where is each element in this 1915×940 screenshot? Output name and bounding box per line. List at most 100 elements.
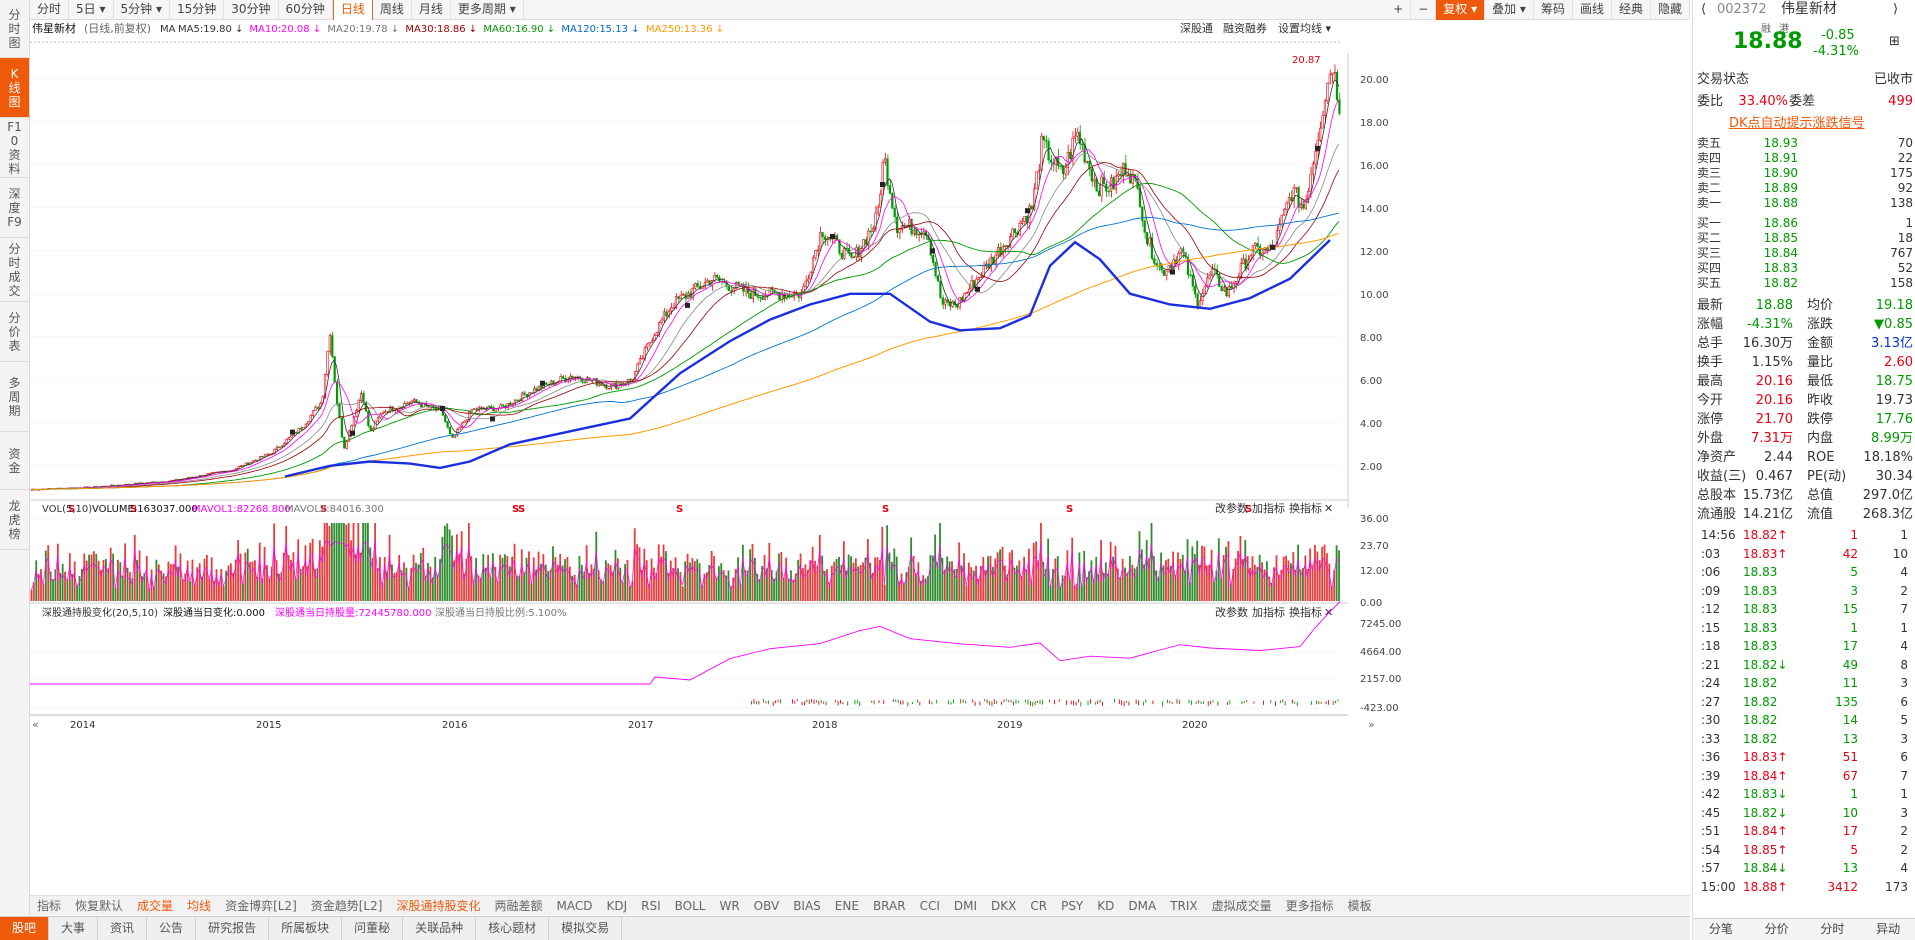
period-tab-4[interactable]: 30分钟 — [224, 0, 279, 20]
bottom-tab-8[interactable]: 核心题材 — [476, 917, 550, 940]
vol-bar — [1145, 539, 1148, 601]
hk-btn-2[interactable]: 换指标 — [1289, 605, 1322, 619]
toolbar-btn-3[interactable]: 叠加 ▾ — [1485, 0, 1534, 20]
indicator-tab-22[interactable]: KD — [1097, 898, 1115, 913]
indicator-tab-9[interactable]: KDJ — [606, 898, 628, 913]
indicator-tab-3[interactable]: 均线 — [187, 899, 212, 913]
indicator-tab-17[interactable]: CCI — [919, 898, 940, 913]
indicator-tab-2[interactable]: 成交量 — [137, 899, 174, 913]
left-nav-item-1[interactable]: K线图 — [0, 58, 29, 118]
left-nav-item-5[interactable]: 分价表 — [0, 302, 29, 362]
indicator-tab-5[interactable]: 资金趋势[L2] — [310, 899, 383, 913]
vol-btn-2[interactable]: 换指标 — [1289, 501, 1322, 515]
left-nav-item-0[interactable]: 分时图 — [0, 0, 29, 58]
period-tab-3[interactable]: 15分钟 — [170, 0, 225, 20]
left-nav-item-8[interactable]: 龙虎榜 — [0, 490, 29, 550]
candle-body — [1148, 237, 1151, 245]
period-tab-2[interactable]: 5分钟 ▾ — [114, 0, 170, 20]
left-nav-item-3[interactable]: 深度F9 — [0, 178, 29, 238]
hk-close-icon[interactable]: ✕ — [1324, 606, 1333, 619]
candle-body — [295, 431, 298, 434]
quote-tab-2[interactable]: 分时 — [1820, 922, 1845, 936]
hk-btn-1[interactable]: 加指标 — [1252, 605, 1285, 619]
toolbar-btn-2[interactable]: 复权 ▾ — [1436, 0, 1486, 20]
vol-btn-0[interactable]: 改参数 — [1215, 501, 1248, 515]
main-btn-1[interactable]: 融资融券 — [1223, 21, 1267, 35]
indicator-tab-23[interactable]: DMA — [1128, 898, 1157, 913]
vol-bar — [734, 569, 737, 601]
indicator-tab-21[interactable]: PSY — [1061, 898, 1084, 913]
left-nav-item-4[interactable]: 分时成交 — [0, 238, 29, 302]
candle-body — [722, 281, 726, 283]
hk-btn-0[interactable]: 改参数 — [1215, 605, 1248, 619]
toolbar-btn-6[interactable]: 经典 — [1612, 0, 1651, 20]
period-tab-8[interactable]: 月线 — [412, 0, 451, 20]
indicator-tab-6[interactable]: 深股通持股变化 — [396, 899, 481, 913]
bottom-tab-1[interactable]: 大事 — [49, 917, 99, 940]
toolbar-btn-1[interactable]: − — [1411, 0, 1437, 20]
vol-bar — [595, 531, 598, 601]
toolbar-btn-7[interactable]: 隐藏 — [1651, 0, 1690, 20]
candle-body — [963, 292, 966, 302]
indicator-tab-15[interactable]: ENE — [834, 898, 859, 913]
toolbar-btn-0[interactable]: + — [1386, 0, 1412, 20]
indicator-tab-26[interactable]: 更多指标 — [1285, 899, 1334, 913]
indicator-tab-8[interactable]: MACD — [556, 898, 593, 913]
period-tab-5[interactable]: 60分钟 — [279, 0, 333, 20]
candle-body — [987, 263, 990, 269]
bottom-tab-3[interactable]: 公告 — [147, 917, 197, 940]
bottom-tab-4[interactable]: 研究报告 — [196, 917, 270, 940]
vol-bar — [530, 583, 533, 601]
candle-body — [823, 236, 827, 240]
quote-row: :18 18.83 17 4 — [1693, 637, 1915, 655]
bottom-tab-9[interactable]: 模拟交易 — [549, 917, 623, 940]
indicator-tab-19[interactable]: DKX — [991, 898, 1017, 913]
period-tab-6[interactable]: 日线 — [332, 0, 373, 20]
left-nav-item-2[interactable]: F10资料 — [0, 118, 29, 178]
indicator-tab-24[interactable]: TRIX — [1170, 898, 1198, 913]
left-nav-item-7[interactable]: 资金 — [0, 432, 29, 490]
main-btn-2[interactable]: 设置均线 ▾ — [1278, 21, 1331, 35]
period-tab-7[interactable]: 周线 — [373, 0, 412, 20]
bottom-tab-0[interactable]: 股吧 — [0, 917, 50, 940]
bottom-tab-7[interactable]: 关联品种 — [403, 917, 477, 940]
quote-row: 18.88 -0.85 -4.31% ⊞ — [1693, 28, 1915, 62]
vol-btn-1[interactable]: 加指标 — [1252, 501, 1285, 515]
main-btn-0[interactable]: 深股通 — [1180, 22, 1213, 35]
indicator-tab-16[interactable]: BRAR — [872, 898, 906, 913]
period-tab-1[interactable]: 5日 ▾ — [69, 0, 114, 20]
indicator-tab-10[interactable]: RSI — [641, 898, 661, 913]
bottom-tab-2[interactable]: 资讯 — [98, 917, 148, 940]
indicator-tab-14[interactable]: BIAS — [793, 898, 821, 913]
vol-close-icon[interactable]: ✕ — [1324, 502, 1333, 515]
indicator-tab-11[interactable]: BOLL — [674, 898, 706, 913]
vol-bar — [1201, 545, 1203, 601]
stock-code: 002372 — [1717, 2, 1767, 17]
indicator-tab-27[interactable]: 模板 — [1347, 899, 1372, 913]
indicator-tab-13[interactable]: OBV — [753, 898, 780, 913]
period-tab-0[interactable]: 分时 — [30, 0, 70, 20]
indicator-tab-4[interactable]: 资金博弈[L2] — [225, 899, 297, 913]
bottom-tab-6[interactable]: 问董秘 — [342, 917, 404, 940]
toolbar-btn-5[interactable]: 画线 — [1573, 0, 1612, 20]
indicator-tab-12[interactable]: WR — [719, 898, 740, 913]
kline-chart-area[interactable]: 20.00 18.00 16.00 14.00 12.00 10.00 8.00 6.00 4.… — [30, 21, 1690, 896]
quote-tab-1[interactable]: 分价 — [1764, 922, 1789, 936]
indicator-tab-0[interactable]: 指标 — [37, 899, 62, 913]
vol-bar — [754, 557, 756, 601]
indicator-tab-7[interactable]: 两融差额 — [494, 899, 543, 913]
scroll-right-icon[interactable]: » — [1368, 718, 1375, 731]
left-nav-item-6[interactable]: 多周期 — [0, 362, 29, 432]
toolbar-btn-4[interactable]: 筹码 — [1534, 0, 1573, 20]
vol-bar — [614, 549, 617, 601]
period-tab-9[interactable]: 更多周期 ▾ — [451, 0, 524, 20]
vol-bar — [275, 560, 278, 601]
quote-tab-0[interactable]: 分笔 — [1708, 922, 1733, 936]
indicator-tab-1[interactable]: 恢复默认 — [75, 899, 124, 913]
scroll-left-icon[interactable]: « — [32, 718, 39, 731]
bottom-tab-5[interactable]: 所属板块 — [269, 917, 343, 940]
quote-tab-3[interactable]: 异动 — [1876, 922, 1901, 936]
indicator-tab-25[interactable]: 虚拟成交量 — [1211, 899, 1272, 913]
indicator-tab-18[interactable]: DMI — [953, 898, 978, 913]
indicator-tab-20[interactable]: CR — [1030, 898, 1048, 913]
